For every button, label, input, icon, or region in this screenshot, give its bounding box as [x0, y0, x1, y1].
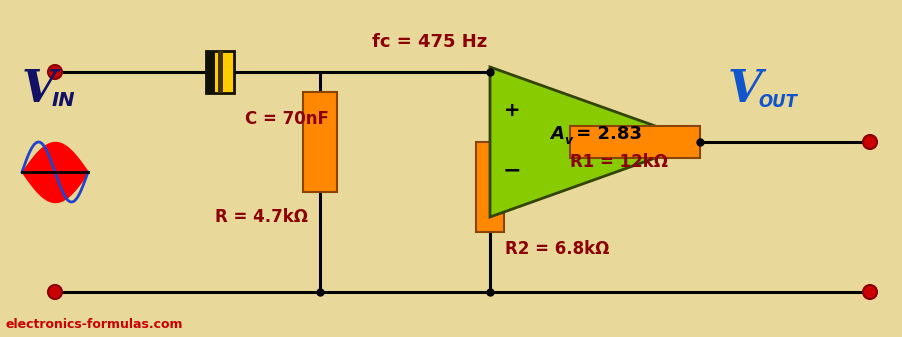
Bar: [206, 51, 234, 93]
Circle shape: [48, 285, 62, 299]
Text: electronics-formulas.com: electronics-formulas.com: [5, 318, 182, 332]
Text: = 2.83: = 2.83: [570, 125, 642, 143]
Text: IN: IN: [52, 92, 76, 111]
Text: C = 70nF: C = 70nF: [245, 110, 329, 128]
Circle shape: [48, 65, 62, 79]
Bar: [206, 51, 215, 93]
Bar: [303, 92, 337, 192]
Circle shape: [863, 135, 877, 149]
Text: R1 = 12kΩ: R1 = 12kΩ: [570, 153, 668, 171]
Text: OUT: OUT: [758, 93, 797, 111]
Polygon shape: [490, 67, 700, 217]
Text: −: −: [502, 160, 521, 180]
Text: V: V: [728, 67, 762, 111]
Text: fc = 475 Hz: fc = 475 Hz: [373, 33, 488, 51]
Text: A: A: [550, 125, 564, 143]
Bar: [570, 126, 700, 158]
Bar: [476, 142, 504, 232]
Bar: [218, 51, 223, 93]
Circle shape: [863, 285, 877, 299]
Text: R = 4.7kΩ: R = 4.7kΩ: [215, 208, 308, 226]
Text: v: v: [564, 133, 572, 147]
Text: V: V: [22, 67, 57, 111]
Text: +: +: [503, 100, 520, 120]
Text: R2 = 6.8kΩ: R2 = 6.8kΩ: [505, 240, 610, 258]
